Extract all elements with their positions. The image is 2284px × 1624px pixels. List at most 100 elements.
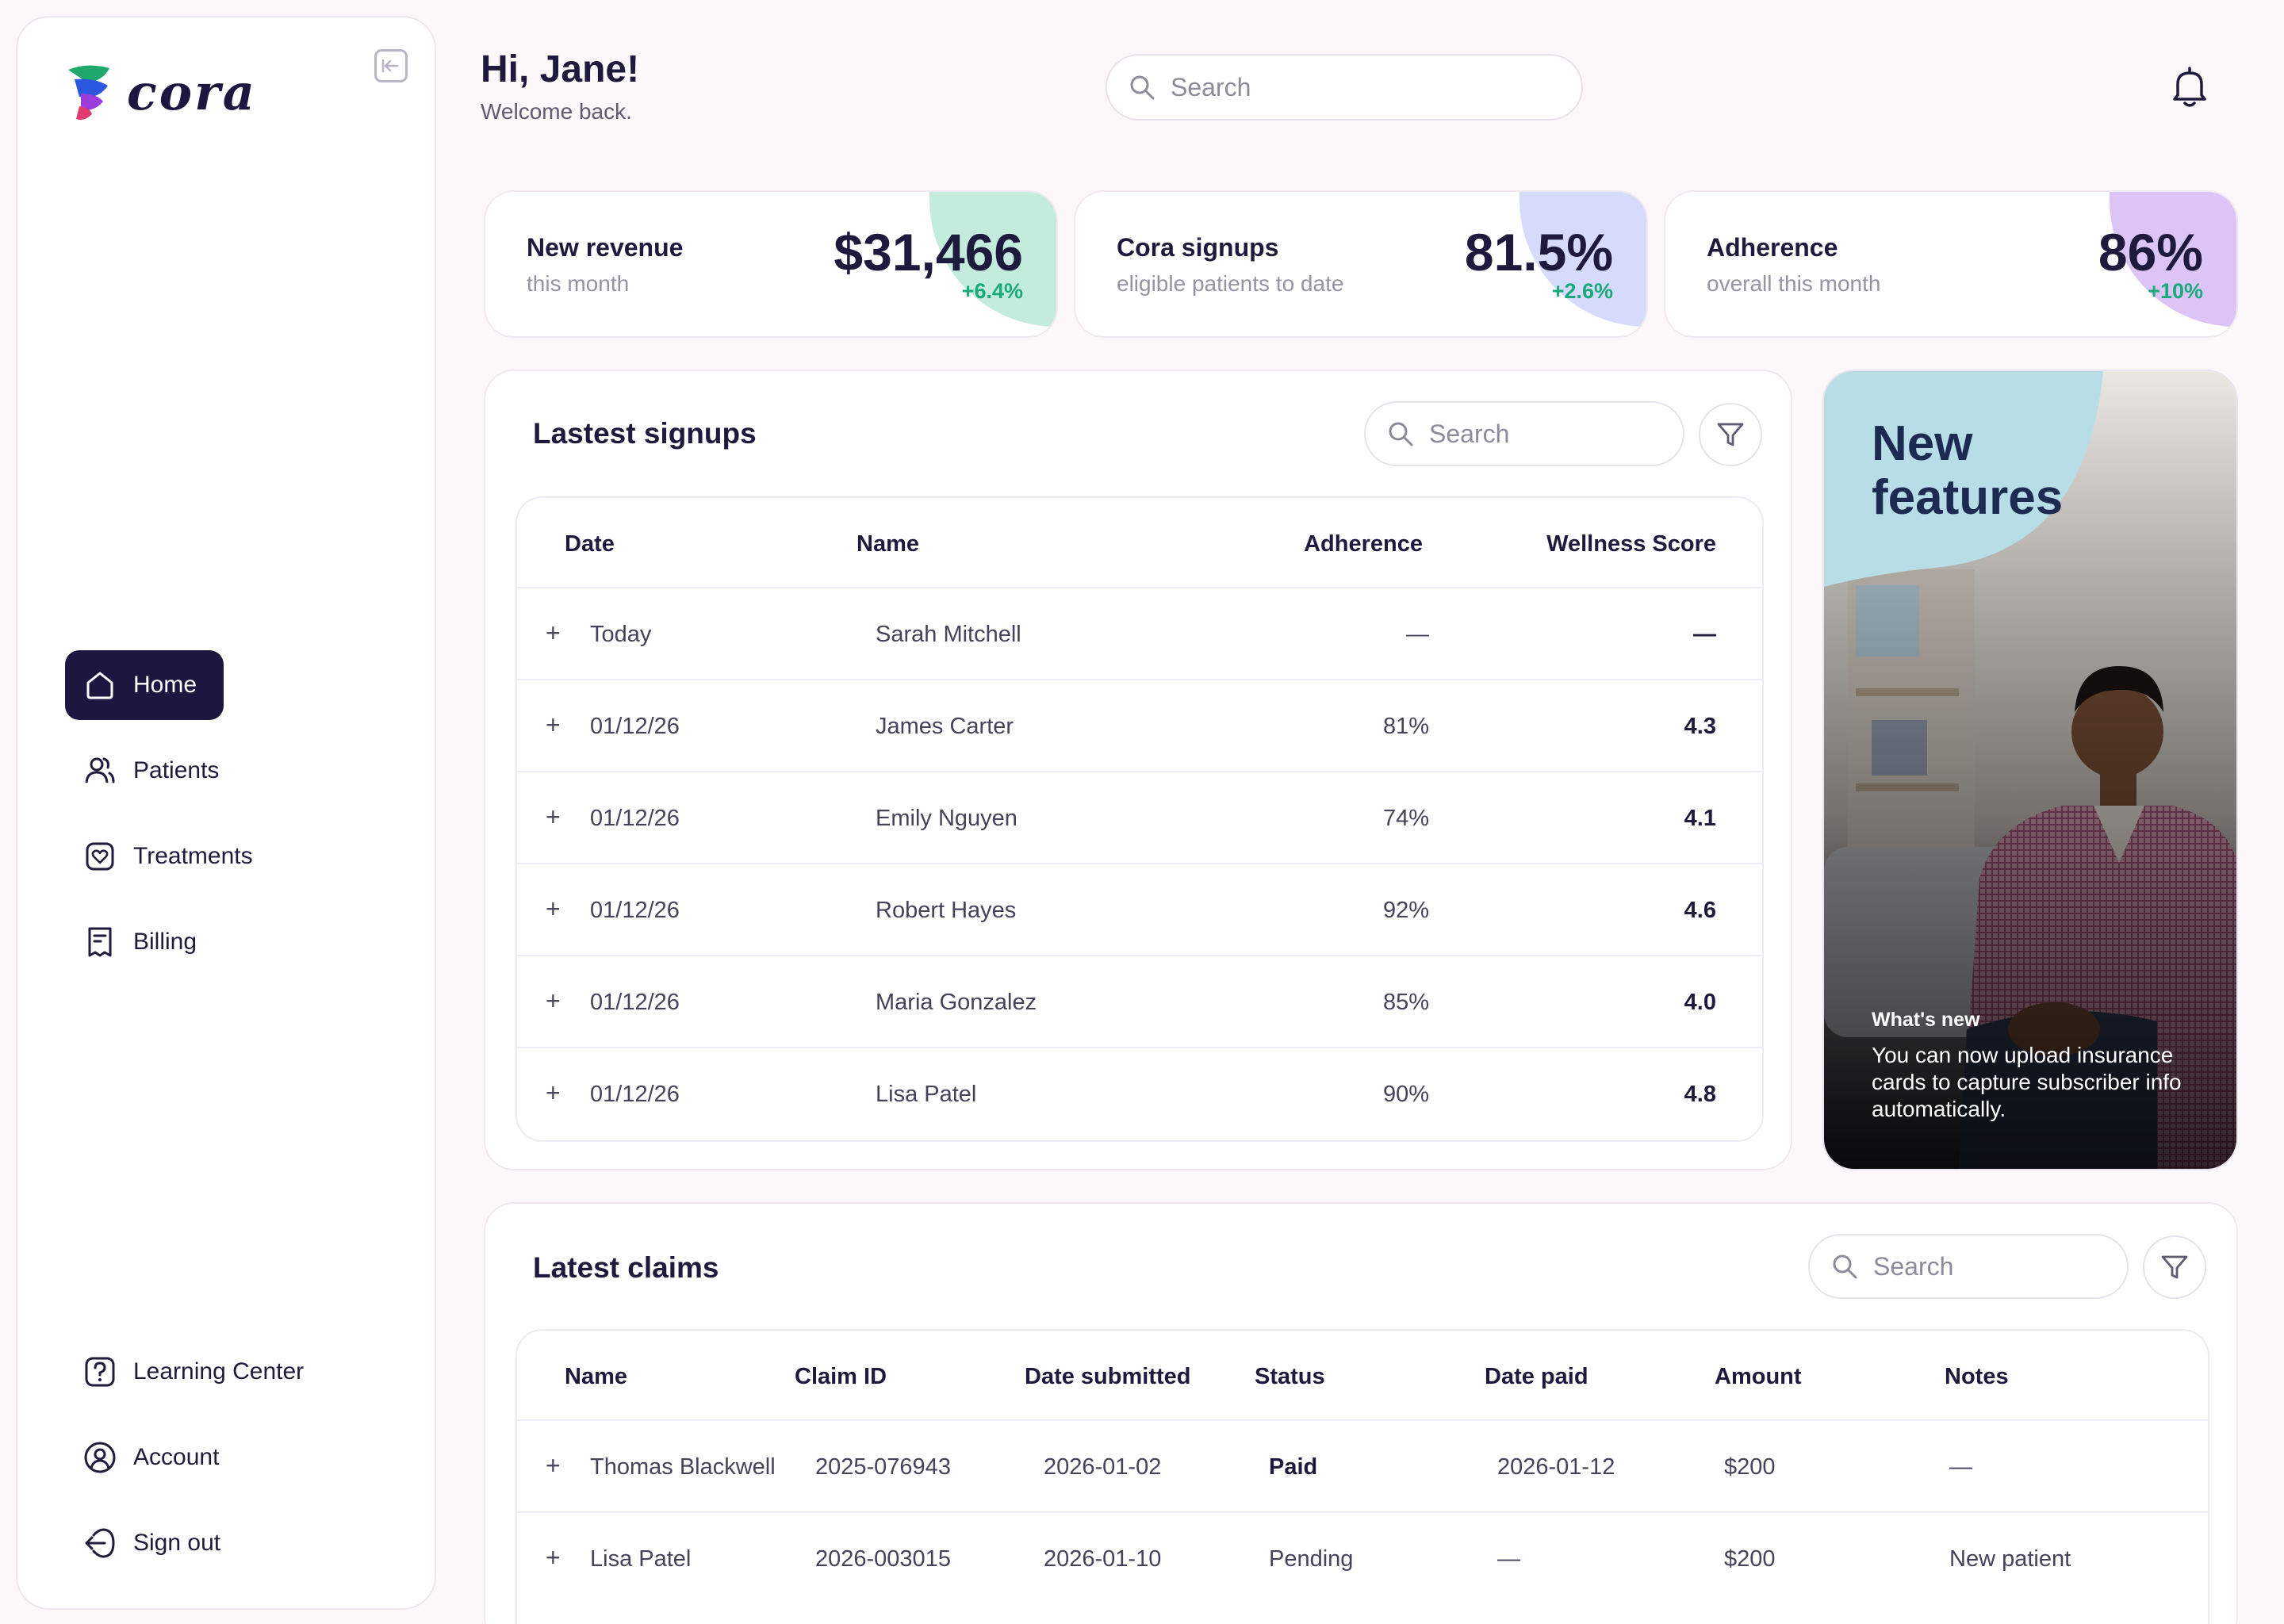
- cell-date-paid: —: [1497, 1546, 1520, 1572]
- claims-search-input[interactable]: Search: [1808, 1234, 2129, 1299]
- signups-panel: Lastest signups Search Date Name Adheren…: [484, 370, 1792, 1170]
- nav-home[interactable]: Home: [65, 650, 224, 720]
- cell-name: Sarah Mitchell: [876, 622, 1021, 647]
- column-header: Date paid: [1485, 1364, 1588, 1389]
- expand-row-icon[interactable]: +: [546, 710, 561, 739]
- promo-title: New features: [1872, 416, 2064, 526]
- stat-delta: +6.4%: [961, 279, 1023, 303]
- nav-label-home: Home: [133, 672, 197, 698]
- column-header: Adherence: [1304, 531, 1423, 557]
- cell-amount: $200: [1724, 1546, 1776, 1572]
- column-header: Date: [565, 531, 615, 557]
- stat-value: 81.5%: [1464, 223, 1613, 282]
- claims-filter-button[interactable]: [2143, 1235, 2206, 1299]
- user-circle-icon: [82, 1440, 117, 1475]
- nav-label-learning-center: Learning Center: [133, 1358, 305, 1385]
- column-header: Name: [565, 1364, 627, 1389]
- cell-adherence: —: [1406, 622, 1429, 647]
- cell-adherence: 74%: [1382, 806, 1429, 831]
- help-icon: [82, 1354, 117, 1389]
- table-row[interactable]: + 01/12/26 Lisa Patel 90% 4.8: [517, 1048, 1762, 1140]
- logo-text: cora: [127, 63, 257, 121]
- expand-row-icon[interactable]: +: [546, 1078, 561, 1107]
- promo-text: You can now upload insurance cards to ca…: [1872, 1043, 2182, 1122]
- cell-date-paid: 2026-01-12: [1497, 1454, 1615, 1480]
- stat-title: Cora signups: [1117, 233, 1279, 262]
- column-header: Claim ID: [795, 1364, 887, 1389]
- table-row[interactable]: + 01/12/26 Emily Nguyen 74% 4.1: [517, 772, 1762, 864]
- cell-name: Maria Gonzalez: [876, 990, 1037, 1015]
- cell-name: Emily Nguyen: [876, 806, 1017, 831]
- search-icon: [1130, 75, 1155, 100]
- greeting-subtitle: Welcome back.: [481, 99, 632, 124]
- cell-score: —: [1693, 622, 1716, 647]
- nav-label-patients: Patients: [133, 757, 220, 783]
- table-row[interactable]: + 01/12/26 Maria Gonzalez 85% 4.0: [517, 956, 1762, 1048]
- nav-label-account: Account: [133, 1444, 220, 1470]
- table-row[interactable]: + 01/12/26 James Carter 81% 4.3: [517, 680, 1762, 772]
- logo[interactable]: cora: [63, 62, 257, 122]
- nav-sign-out[interactable]: Sign out: [65, 1508, 247, 1578]
- stat-title: Adherence: [1707, 233, 1838, 262]
- column-header: Wellness Score: [1546, 531, 1716, 557]
- cell-name: Lisa Patel: [876, 1082, 977, 1107]
- cell-name: Lisa Patel: [590, 1546, 692, 1572]
- promo-kicker: What's new: [1872, 1009, 1980, 1031]
- cell-date-submitted: 2026-01-02: [1044, 1454, 1162, 1480]
- nav-patients[interactable]: Patients: [65, 736, 246, 806]
- table-header: Date Name Adherence Wellness Score: [517, 498, 1762, 588]
- signups-filter-button[interactable]: [1699, 403, 1762, 466]
- cell-claim-id: 2026-003015: [815, 1546, 951, 1572]
- cell-name: Thomas Blackwell: [590, 1454, 776, 1480]
- stat-value: 86%: [2098, 223, 2203, 282]
- cell-notes: New patient: [1949, 1546, 2071, 1572]
- nav-learning-center[interactable]: Learning Center: [65, 1337, 331, 1407]
- table-row[interactable]: + Today Sarah Mitchell — —: [517, 588, 1762, 680]
- expand-row-icon[interactable]: +: [546, 619, 561, 647]
- cell-name: James Carter: [876, 714, 1014, 739]
- table-row[interactable]: + 01/12/26 Robert Hayes 92% 4.6: [517, 864, 1762, 956]
- cell-name: Robert Hayes: [876, 898, 1017, 923]
- notifications-button[interactable]: [2170, 63, 2209, 111]
- expand-row-icon[interactable]: +: [546, 894, 561, 923]
- nav-label-sign-out: Sign out: [133, 1530, 221, 1556]
- table-row[interactable]: + Lisa Patel 2026-003015 2026-01-10 Pend…: [517, 1513, 2208, 1605]
- new-features-card[interactable]: New features What's new You can now uplo…: [1822, 370, 2238, 1170]
- table-row[interactable]: + Thomas Blackwell 2025-076943 2026-01-0…: [517, 1421, 2208, 1513]
- cell-notes: —: [1949, 1454, 1972, 1480]
- cell-score: 4.8: [1684, 1082, 1716, 1107]
- expand-row-icon[interactable]: +: [546, 986, 561, 1015]
- signups-search-input[interactable]: Search: [1364, 401, 1684, 466]
- cell-date: 01/12/26: [590, 806, 680, 831]
- cell-date: 01/12/26: [590, 714, 680, 739]
- stat-delta: +2.6%: [1551, 279, 1613, 303]
- column-header: Amount: [1715, 1364, 1802, 1389]
- collapse-sidebar-button[interactable]: [374, 49, 408, 82]
- column-header: Notes: [1945, 1364, 2009, 1389]
- signups-search-placeholder: Search: [1429, 419, 1510, 448]
- stat-card-revenue: New revenue this month $31,466 +6.4%: [484, 190, 1058, 338]
- global-search-input[interactable]: Search: [1106, 54, 1583, 121]
- expand-row-icon[interactable]: +: [546, 1451, 561, 1480]
- expand-row-icon[interactable]: +: [546, 1543, 561, 1572]
- claims-panel: Latest claims Search Name Claim ID Date …: [484, 1202, 2238, 1624]
- cell-score: 4.6: [1684, 898, 1716, 923]
- cell-score: 4.1: [1684, 806, 1716, 831]
- promo-title-line: features: [1872, 470, 2064, 526]
- nav-label-treatments: Treatments: [133, 843, 253, 869]
- nav-treatments[interactable]: Treatments: [65, 822, 280, 891]
- cell-claim-id: 2025-076943: [815, 1454, 951, 1480]
- cell-date: 01/12/26: [590, 990, 680, 1015]
- column-header: Name: [856, 531, 919, 557]
- cell-adherence: 90%: [1382, 1082, 1429, 1107]
- receipt-icon: [82, 925, 117, 959]
- sign-out-icon: [82, 1526, 117, 1561]
- nav-account[interactable]: Account: [65, 1423, 246, 1492]
- bell-icon: [2173, 67, 2206, 107]
- filter-icon: [1717, 423, 1744, 446]
- expand-row-icon[interactable]: +: [546, 802, 561, 831]
- sidebar: cora Home Patients Treatments Billing Le: [16, 16, 436, 1610]
- column-header: Status: [1255, 1364, 1325, 1389]
- stat-card-adherence: Adherence overall this month 86% +10%: [1664, 190, 2238, 338]
- nav-billing[interactable]: Billing: [65, 907, 224, 977]
